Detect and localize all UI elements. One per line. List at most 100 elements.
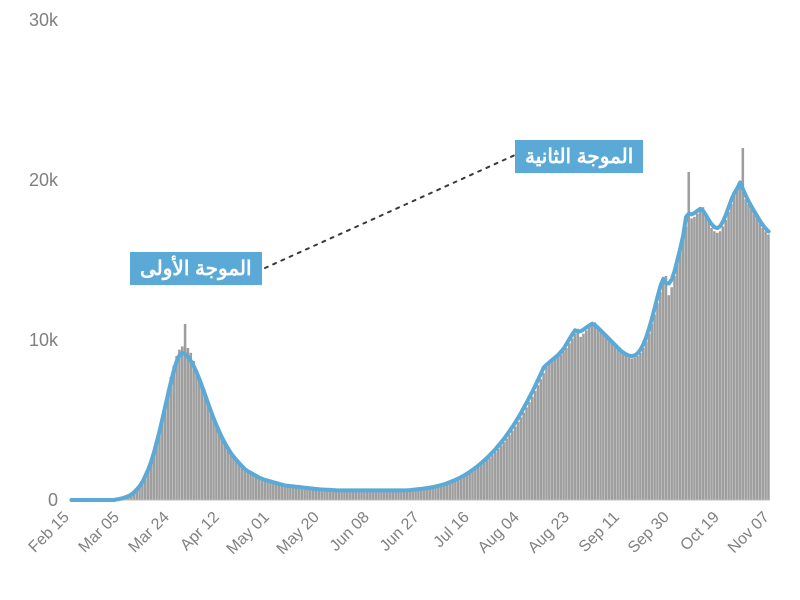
bar bbox=[215, 426, 218, 500]
bar bbox=[184, 324, 187, 500]
bar bbox=[639, 353, 642, 500]
bar bbox=[494, 452, 497, 500]
bar bbox=[457, 479, 460, 500]
bar bbox=[559, 354, 562, 500]
bar bbox=[727, 212, 730, 500]
bar bbox=[446, 484, 449, 500]
bar bbox=[554, 359, 557, 500]
bar bbox=[682, 238, 685, 500]
bar bbox=[710, 228, 713, 500]
bar bbox=[212, 420, 215, 500]
bar bbox=[468, 473, 471, 500]
bar bbox=[673, 276, 676, 500]
bar bbox=[588, 327, 591, 500]
bar bbox=[540, 379, 543, 500]
bar bbox=[281, 485, 284, 500]
bar bbox=[531, 397, 534, 500]
bar bbox=[747, 204, 750, 500]
bar bbox=[753, 214, 756, 500]
bar bbox=[665, 276, 668, 500]
bar bbox=[275, 483, 278, 500]
bar bbox=[742, 148, 745, 500]
y-tick-label: 20k bbox=[29, 170, 59, 190]
bar bbox=[670, 287, 673, 500]
bar bbox=[508, 435, 511, 500]
bar bbox=[542, 373, 545, 500]
bar bbox=[483, 463, 486, 500]
bar bbox=[548, 364, 551, 500]
bar bbox=[642, 348, 645, 500]
bar bbox=[733, 196, 736, 500]
y-tick-label: 10k bbox=[29, 330, 59, 350]
bar bbox=[724, 220, 727, 500]
bar bbox=[648, 334, 651, 500]
bar bbox=[505, 438, 508, 500]
bar bbox=[759, 223, 762, 500]
bar bbox=[565, 348, 568, 500]
bar bbox=[443, 485, 446, 500]
bar bbox=[261, 479, 264, 500]
bar bbox=[619, 351, 622, 500]
bar bbox=[437, 486, 440, 500]
bar bbox=[622, 354, 625, 500]
bar bbox=[690, 218, 693, 500]
bar bbox=[534, 391, 537, 500]
bar bbox=[181, 346, 184, 500]
bar bbox=[633, 358, 636, 500]
y-tick-label: 0 bbox=[48, 490, 58, 510]
bar bbox=[611, 342, 614, 500]
bar bbox=[699, 210, 702, 500]
bar bbox=[497, 449, 500, 500]
bar bbox=[520, 417, 523, 500]
bar bbox=[602, 332, 605, 500]
bar bbox=[650, 324, 653, 500]
bar bbox=[198, 378, 201, 500]
bar bbox=[195, 370, 198, 500]
bar bbox=[471, 471, 474, 500]
bar bbox=[252, 474, 255, 500]
bar bbox=[503, 442, 506, 500]
bar bbox=[286, 486, 289, 500]
bar bbox=[679, 250, 682, 500]
bar bbox=[218, 433, 221, 500]
bar bbox=[292, 487, 295, 500]
bar bbox=[522, 412, 525, 500]
bar bbox=[761, 228, 764, 500]
bar bbox=[537, 385, 540, 500]
bar bbox=[511, 431, 514, 500]
bar bbox=[605, 335, 608, 500]
bar bbox=[477, 467, 480, 500]
bar bbox=[528, 402, 531, 500]
bar bbox=[454, 481, 457, 500]
chart-container: 010k20k30kFeb 15Mar 05Mar 24Apr 12May 01… bbox=[0, 0, 800, 600]
bar bbox=[525, 407, 528, 500]
bar bbox=[238, 463, 241, 500]
bar bbox=[628, 358, 631, 500]
bar bbox=[574, 334, 577, 500]
bar bbox=[705, 215, 708, 500]
bar bbox=[485, 460, 488, 500]
bar bbox=[687, 172, 690, 500]
bar bbox=[764, 231, 767, 500]
bar bbox=[608, 338, 611, 500]
y-tick-label: 30k bbox=[29, 10, 59, 30]
bar bbox=[716, 233, 719, 500]
bar bbox=[517, 422, 520, 500]
bar bbox=[736, 190, 739, 500]
annotation-wave2: الموجة الثانية bbox=[515, 140, 643, 173]
bar bbox=[190, 353, 193, 500]
bar bbox=[685, 226, 688, 500]
bar bbox=[500, 445, 503, 500]
bar bbox=[693, 217, 696, 500]
bar bbox=[631, 358, 634, 500]
bar bbox=[451, 482, 454, 500]
bar bbox=[750, 209, 753, 500]
bar bbox=[241, 466, 244, 500]
bar bbox=[514, 426, 517, 500]
bar bbox=[229, 454, 232, 500]
bar bbox=[585, 330, 588, 500]
bar bbox=[739, 185, 742, 500]
bar bbox=[224, 444, 227, 500]
bar bbox=[488, 458, 491, 500]
bar bbox=[175, 356, 178, 500]
